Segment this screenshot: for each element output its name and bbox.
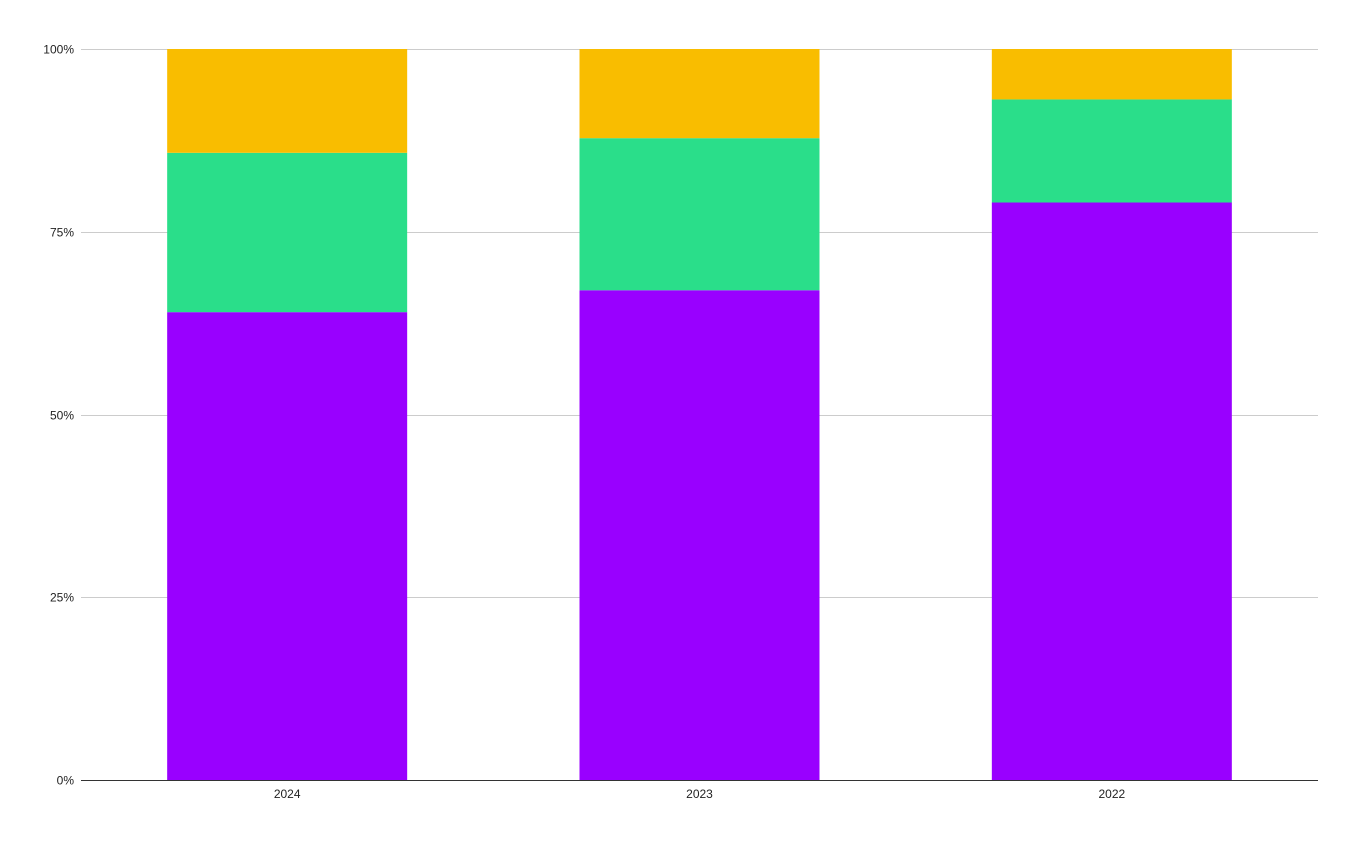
x-tick-label: 2024 [274,787,301,801]
y-tick-label: 100% [43,43,74,57]
bar-segment-2024-series-2 [167,152,408,313]
tick-labels: 0% 25% 50% 75% 100% 2024 2023 2022 [43,43,1125,802]
y-tick-label: 25% [50,591,74,605]
bar-segment-2022-series-3 [991,49,1232,100]
bar-segment-2022-series-2 [991,99,1232,203]
x-tick-label: 2023 [686,787,713,801]
y-tick-label: 0% [57,774,75,788]
y-tick-label: 75% [50,226,74,240]
bar-segment-2023-series-1 [579,290,820,780]
x-tick-label: 2022 [1098,787,1125,801]
bars [167,49,1232,780]
bar-segment-2023-series-3 [579,49,820,139]
bar-segment-2022-series-1 [991,202,1232,780]
bar-segment-2023-series-2 [579,138,820,291]
y-tick-label: 50% [50,409,74,423]
bar-segment-2024-series-1 [167,312,408,780]
bar-segment-2024-series-3 [167,49,408,153]
